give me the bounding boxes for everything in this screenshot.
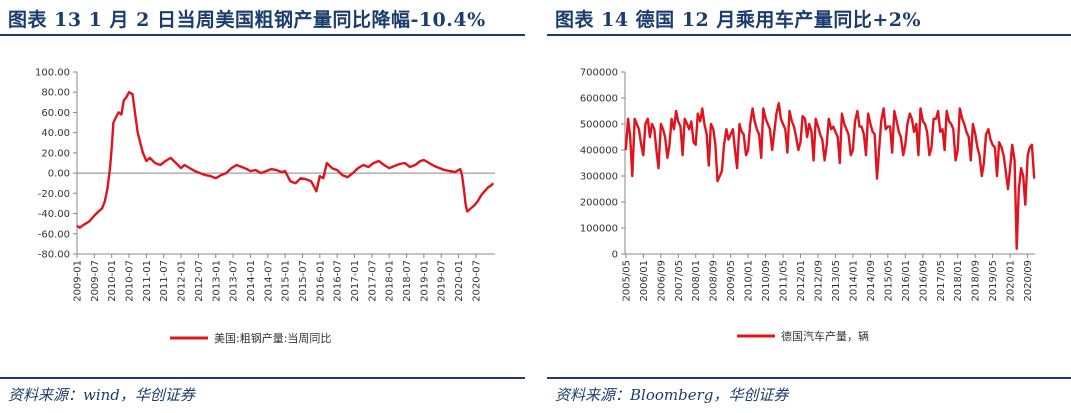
- y-tick-label: 500000: [580, 120, 618, 131]
- x-tick-label: 2013-07: [229, 260, 240, 302]
- x-tick-label: 2017/05: [936, 260, 947, 302]
- x-tick-label: 2012/09: [813, 260, 824, 302]
- source-rule: [547, 377, 1071, 379]
- y-tick-label: -60.00: [38, 229, 70, 240]
- x-tick-label: 2013-01: [211, 260, 222, 302]
- x-tick-label: 2017-07: [367, 260, 378, 302]
- x-tick-label: 2014-01: [246, 260, 257, 302]
- x-tick-label: 2018/01: [953, 260, 964, 302]
- x-tick-label: 2016-01: [315, 260, 326, 302]
- chart-title: 图表 14 德国 12 月乘用车产量同比+2%: [555, 9, 922, 31]
- x-tick-label: 2020-01: [454, 260, 465, 302]
- y-tick-label: 100.00: [35, 68, 70, 79]
- y-tick-label: 60.00: [41, 108, 70, 119]
- x-tick-label: 2016-07: [333, 260, 344, 302]
- series-line: [76, 90, 495, 229]
- title-rule: [547, 34, 1071, 36]
- x-tick-label: 2018/09: [971, 260, 982, 302]
- x-tick-label: 2010/09: [761, 260, 772, 302]
- x-tick-label: 2006/09: [656, 260, 667, 302]
- x-tick-label: 2011-07: [159, 260, 170, 302]
- x-tick-label: 2019/05: [988, 260, 999, 302]
- title-rule: [0, 34, 525, 36]
- x-tick-label: 2016/09: [918, 260, 929, 302]
- right-chart-panel: 图表 14 德国 12 月乘用车产量同比+2% 0 100000 200000 300…: [547, 0, 1071, 413]
- x-tick-label: 2007/05: [674, 260, 685, 302]
- x-tick-label: 2008/09: [709, 260, 720, 302]
- x-tick-label: 2010/01: [744, 260, 755, 302]
- x-tick-label: 2009-01: [73, 260, 84, 302]
- y-tick-label: 100000: [580, 224, 618, 235]
- x-tick-label: 2009/05: [726, 260, 737, 302]
- y-tick-label: 700000: [580, 68, 618, 79]
- x-tick-label: 2015-07: [298, 260, 309, 302]
- x-tick-label: 2009-07: [90, 260, 101, 302]
- x-tick-label: 2012/01: [796, 260, 807, 302]
- y-tick-label: 200000: [580, 198, 618, 209]
- x-tick-label: 2011-01: [142, 260, 153, 302]
- y-tick-label: 0: [612, 250, 618, 261]
- x-tick-label: 2012-01: [177, 260, 188, 302]
- x-tick-label: 2014/09: [866, 260, 877, 302]
- y-tick-label: 600000: [580, 94, 618, 105]
- x-tick-label: 2018-07: [402, 260, 413, 302]
- x-tick-label: 2014/01: [848, 260, 859, 302]
- x-tick-label: 2020-07: [471, 260, 482, 302]
- source-note: 资料来源：Bloomberg，华创证券: [555, 386, 789, 404]
- x-tick-label: 2012-07: [194, 260, 205, 302]
- y-tick-label: 300000: [580, 172, 618, 183]
- y-tick-label: 40.00: [41, 128, 70, 139]
- x-tick-label: 2008/01: [691, 260, 702, 302]
- x-tick-label: 2013/05: [831, 260, 842, 302]
- x-tick-label: 2006/01: [639, 260, 650, 302]
- x-tick-label: 2011/05: [779, 260, 790, 302]
- y-tick-label: -40.00: [38, 209, 70, 220]
- x-tick-label: 2015-01: [281, 260, 292, 302]
- y-tick-label: -20.00: [38, 189, 70, 200]
- x-tick-label: 2018-01: [385, 260, 396, 302]
- x-tick-label: 2019-07: [437, 260, 448, 302]
- x-tick-label: 2015/05: [883, 260, 894, 302]
- germany-car-production-chart: 0 100000 200000 300000 400000 500000 600000 700…: [580, 68, 1036, 343]
- y-tick-label: 20.00: [41, 148, 70, 159]
- x-tick-label: 2017-01: [350, 260, 361, 302]
- y-tick-label: 0.00: [48, 169, 70, 180]
- steel-yoy-chart: -80.00 -60.00 -40.00 -20.00 0.00 20.00 40.00 60…: [35, 68, 495, 345]
- source-rule: [0, 377, 525, 379]
- x-tick-label: 2019-01: [419, 260, 430, 302]
- x-tick-label: 2020/01: [1006, 260, 1017, 302]
- y-tick-label: 80.00: [41, 88, 70, 99]
- x-tick-label: 2016/01: [901, 260, 912, 302]
- chart-title: 图表 13 1 月 2 日当周美国粗钢产量同比降幅-10.4%: [8, 9, 486, 31]
- x-tick-label: 2010-01: [107, 260, 118, 302]
- left-chart-panel: 图表 13 1 月 2 日当周美国粗钢产量同比降幅-10.4% -80.00 -6…: [0, 0, 525, 413]
- x-tick-label: 2014-07: [263, 260, 274, 302]
- x-tick-label: 2020/09: [1023, 260, 1034, 302]
- x-tick-label: 2005/05: [621, 260, 632, 302]
- source-note: 资料来源：wind，华创证券: [8, 386, 195, 404]
- legend-label: 美国:粗钢产量:当周同比: [214, 331, 331, 345]
- y-tick-label: 400000: [580, 146, 618, 157]
- y-tick-label: -80.00: [38, 250, 70, 261]
- x-tick-label: 2010-07: [125, 260, 136, 302]
- series-line: [624, 101, 1036, 251]
- legend-label: 德国汽车产量，辆: [781, 329, 869, 343]
